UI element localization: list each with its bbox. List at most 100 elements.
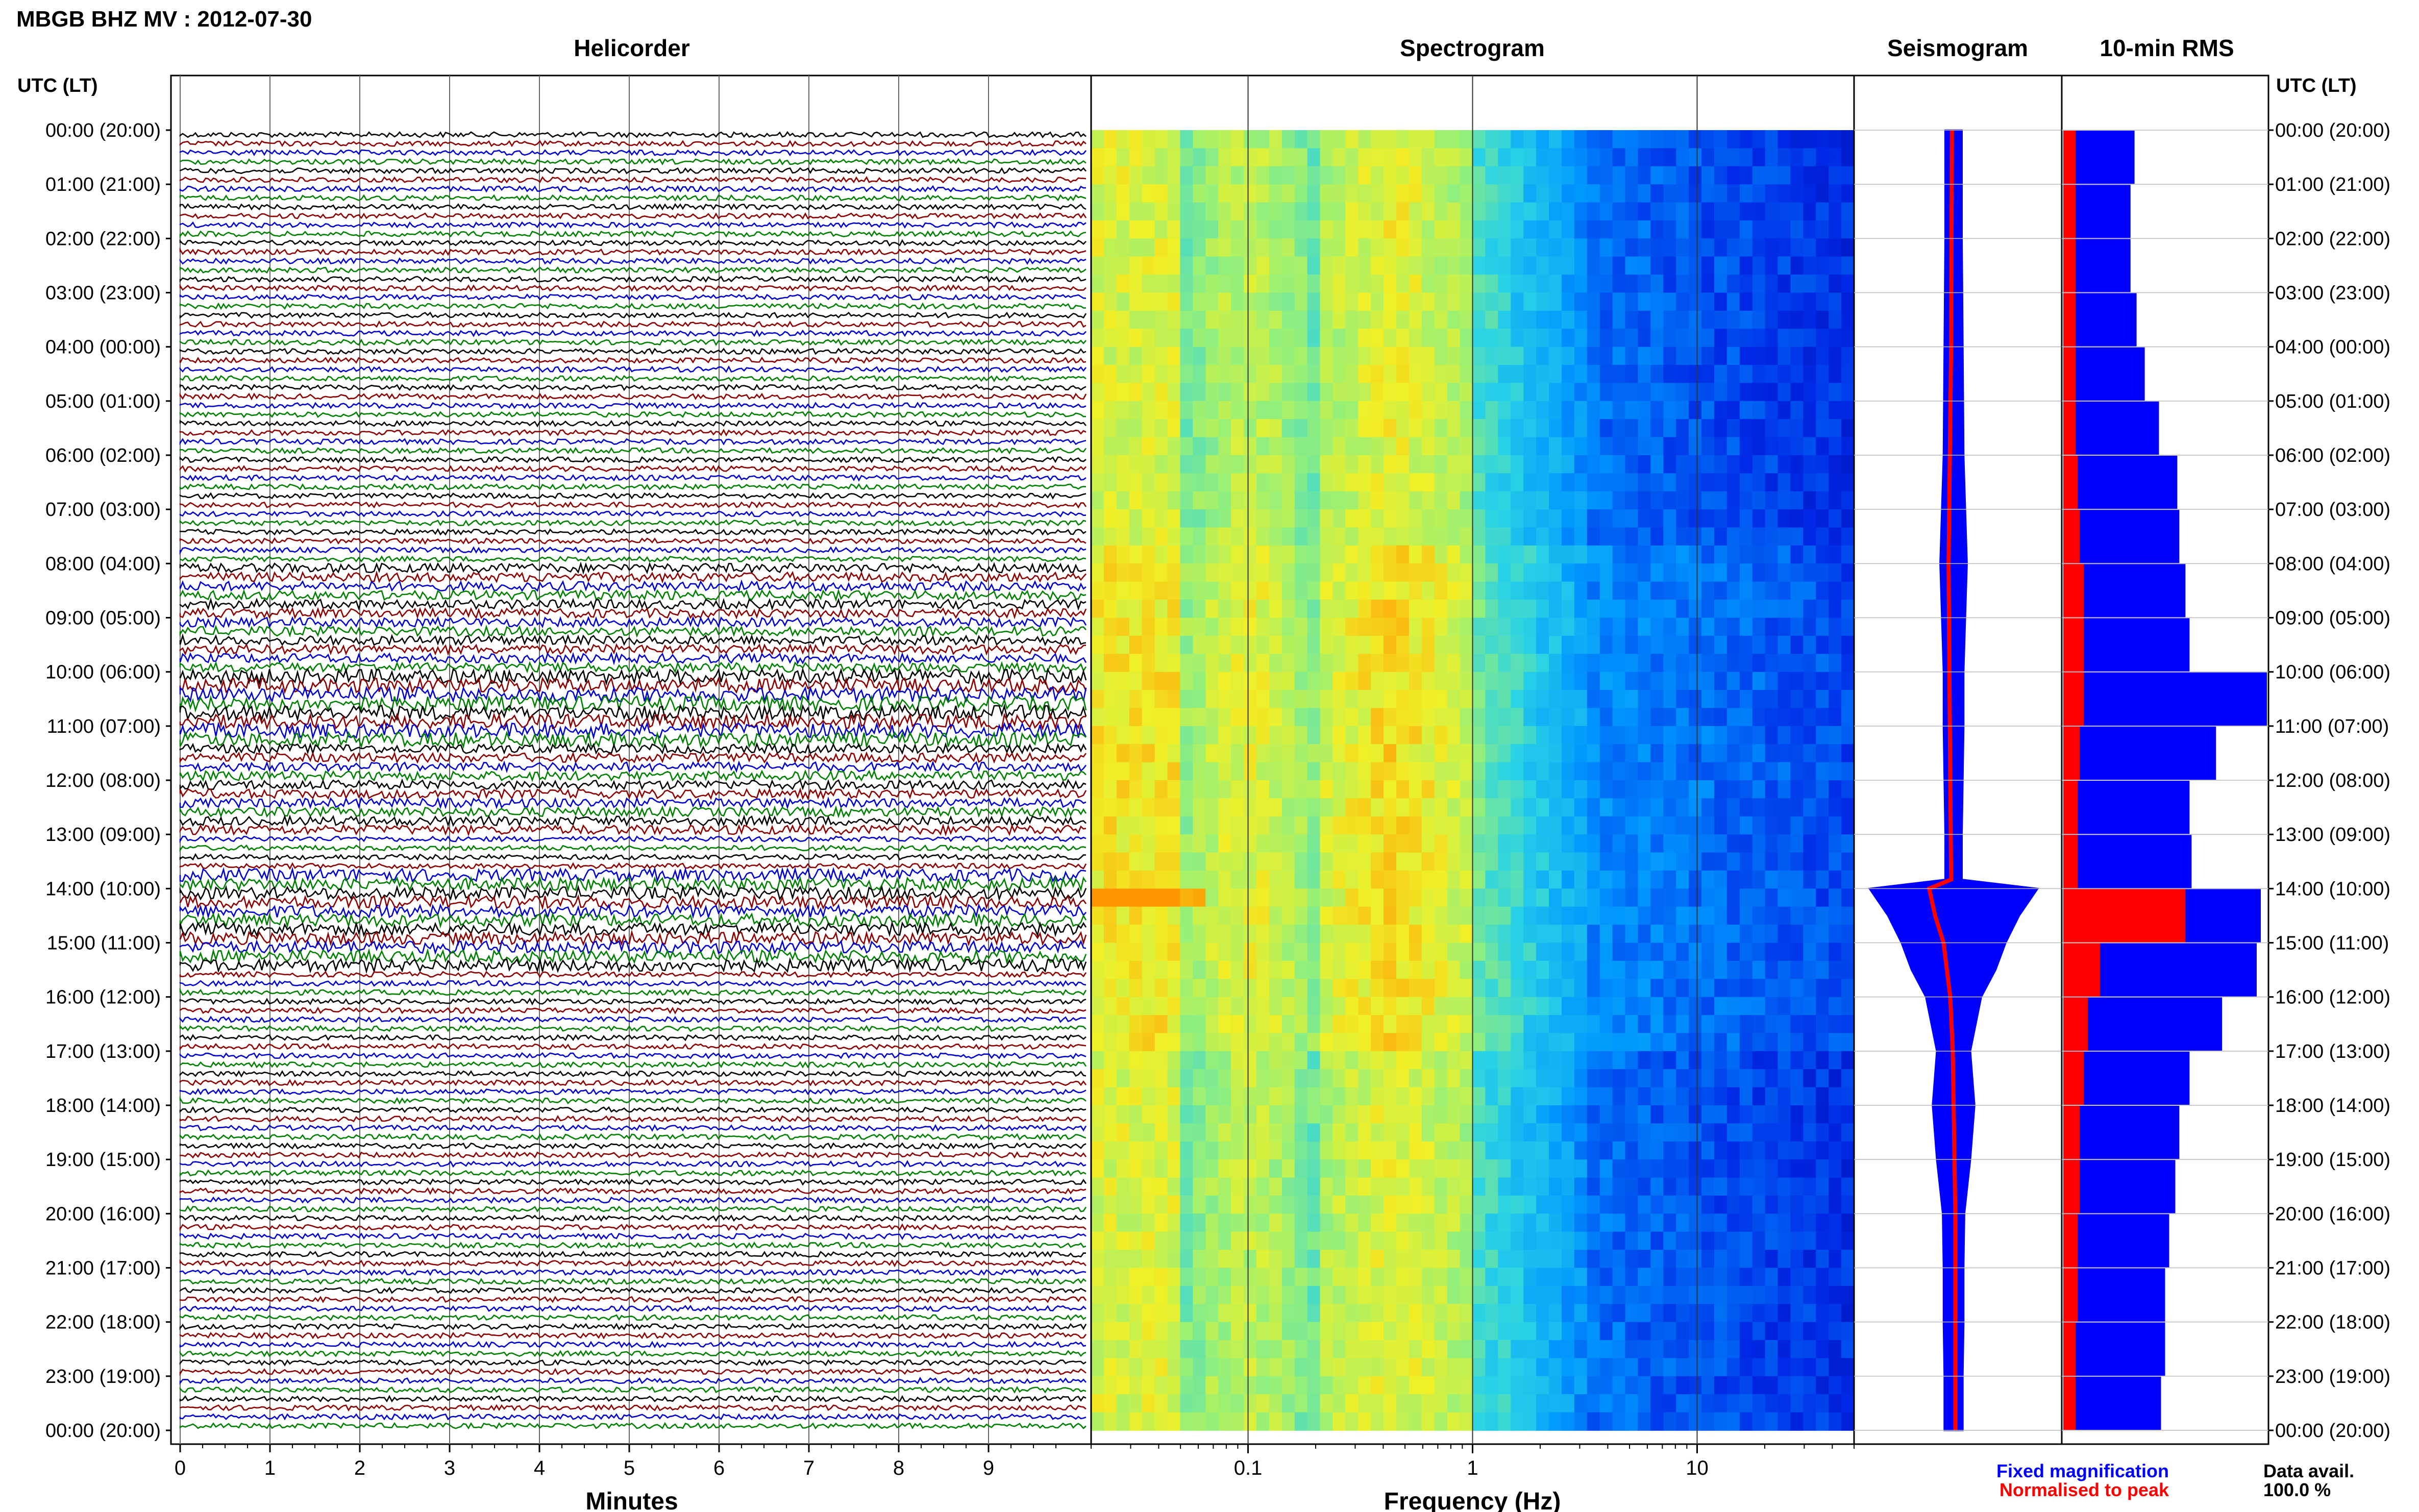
spectrogram-cell	[1447, 1285, 1461, 1305]
helicorder-trace	[179, 1015, 1087, 1024]
spectrogram-cell	[1218, 1141, 1231, 1160]
spectrogram-cell	[1358, 798, 1371, 817]
spectrogram-cell	[1269, 509, 1282, 528]
spectrogram-cell	[1091, 654, 1104, 673]
spectrogram-cell	[1485, 1087, 1499, 1106]
spectrogram-cell	[1218, 563, 1231, 582]
spectrogram-cell	[1091, 979, 1104, 998]
spectrogram-cell	[1599, 1412, 1613, 1431]
spectrogram-cell	[1256, 798, 1270, 817]
spectrogram-cell	[1841, 1105, 1855, 1124]
spectrogram-cell	[1269, 1376, 1282, 1395]
spectrogram-cell	[1256, 672, 1270, 690]
spectrogram-cell	[1244, 943, 1257, 961]
spectrogram-cell	[1625, 419, 1639, 438]
spectrogram-cell	[1726, 220, 1740, 239]
spectrogram-cell	[1790, 1394, 1804, 1413]
spectrogram-cell	[1409, 1340, 1422, 1359]
spectrogram-cell	[1384, 545, 1397, 564]
spectrogram-cell	[1625, 1051, 1639, 1070]
spectrogram-cell	[1396, 1231, 1410, 1250]
spectrogram-cell	[1676, 1304, 1689, 1323]
spectrogram-cell	[1396, 1250, 1410, 1269]
spectrogram-cell	[1536, 545, 1549, 564]
spectrogram-cell	[1180, 672, 1194, 690]
spectrogram-cell	[1256, 726, 1270, 745]
spectrogram-cell	[1625, 238, 1639, 257]
spectrogram-cell	[1561, 1177, 1575, 1196]
spectrogram-cell	[1421, 1304, 1435, 1323]
spectrogram-cell	[1650, 455, 1664, 474]
spectrogram-cell	[1447, 1033, 1461, 1052]
spectrogram-cell	[1129, 1394, 1143, 1413]
spectrogram-cell	[1485, 979, 1499, 998]
helicorder-trace	[179, 284, 1087, 292]
spectrogram-cell	[1650, 708, 1664, 727]
spectrogram-cell	[1650, 762, 1664, 781]
helicorder-trace	[179, 167, 1087, 175]
spectrogram-cell	[1231, 401, 1244, 419]
spectrogram-cell	[1485, 292, 1499, 311]
spectrogram-cell	[1358, 780, 1371, 799]
spectrogram-cell	[1485, 581, 1499, 600]
spectrogram-cell	[1294, 329, 1308, 348]
spectrogram-cell	[1790, 292, 1804, 311]
spectrogram-cell	[1116, 275, 1130, 293]
spectrogram-cell	[1129, 798, 1143, 817]
spectrogram-cell	[1841, 1268, 1855, 1286]
spectrogram-cell	[1205, 437, 1219, 456]
spectrogram-cell	[1574, 600, 1588, 618]
spectrogram-cell	[1142, 925, 1155, 944]
spectrogram-cell	[1587, 1195, 1600, 1214]
spectrogram-cell	[1345, 1340, 1359, 1359]
spectrogram-cell	[1829, 997, 1842, 1015]
spectrogram-cell	[1650, 275, 1664, 293]
spectrogram-cell	[1472, 762, 1486, 781]
spectrogram-cell	[1739, 473, 1753, 492]
spectrogram-cell	[1180, 1159, 1194, 1178]
spectrogram-cell	[1154, 437, 1168, 456]
spectrogram-cell	[1612, 744, 1626, 763]
spectrogram-cell	[1103, 1304, 1117, 1323]
spectrogram-cell	[1320, 1358, 1334, 1377]
spectrogram-cell	[1689, 473, 1702, 492]
spectrogram-cell	[1294, 997, 1308, 1015]
spectrogram-cell	[1142, 238, 1155, 257]
helicorder-trace	[179, 438, 1087, 445]
spectrogram-cell	[1778, 401, 1791, 419]
spectrogram-cell	[1561, 925, 1575, 944]
rms-fixed-bar	[2063, 781, 2190, 834]
spectrogram-cell	[1244, 184, 1257, 203]
spectrogram-cell	[1116, 1285, 1130, 1305]
spectrogram-cell	[1599, 527, 1613, 546]
spectrogram-cell	[1244, 726, 1257, 745]
spectrogram-cell	[1180, 690, 1194, 709]
helicorder-trace	[179, 911, 1087, 929]
spectrogram-cell	[1320, 166, 1334, 185]
spectrogram-cell	[1218, 275, 1231, 293]
spectrogram-cell	[1549, 401, 1562, 419]
spectrogram-cell	[1485, 473, 1499, 492]
spectrogram-cell	[1345, 1177, 1359, 1196]
spectrogram-cell	[1511, 166, 1524, 185]
spectrogram-cell	[1689, 870, 1702, 889]
spectrogram-cell	[1460, 1322, 1473, 1341]
spectrogram-cell	[1307, 617, 1321, 636]
spectrogram-cell	[1205, 166, 1219, 185]
spectrogram-cell	[1676, 1322, 1689, 1341]
spectrogram-cell	[1714, 1087, 1727, 1106]
helicorder-trace	[179, 203, 1087, 211]
spectrogram-cell	[1841, 635, 1855, 655]
spectrogram-cell	[1154, 346, 1168, 365]
spectrogram-cell	[1409, 870, 1422, 889]
spectrogram-cell	[1752, 292, 1766, 311]
spectrogram-cell	[1803, 220, 1816, 239]
spectrogram-cell	[1396, 635, 1410, 655]
spectrogram-cell	[1129, 329, 1143, 348]
spectrogram-cell	[1256, 1376, 1270, 1395]
spectrogram-cell	[1384, 346, 1397, 365]
spectrogram-cell	[1421, 1250, 1435, 1269]
rms-normalised-bar	[2063, 564, 2084, 617]
spectrogram-cell	[1218, 1087, 1231, 1106]
spectrogram-cell	[1701, 202, 1715, 221]
